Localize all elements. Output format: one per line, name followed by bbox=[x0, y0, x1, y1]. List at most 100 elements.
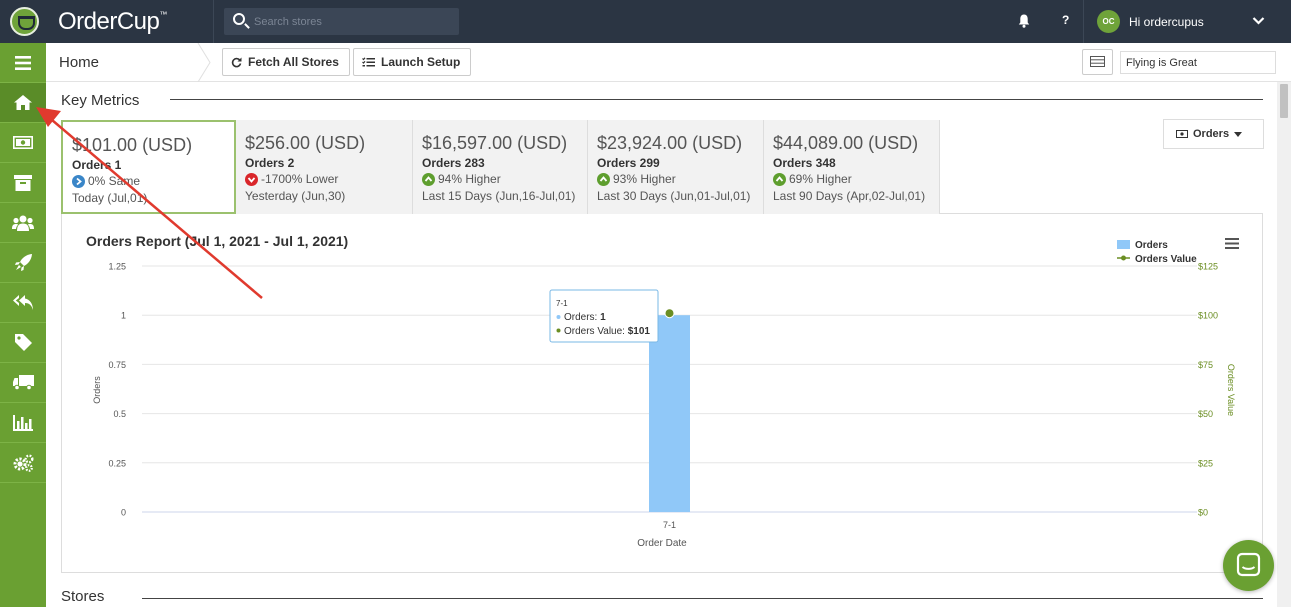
metric-amount: $44,089.00 (USD) bbox=[773, 133, 919, 153]
metric-trend: 93% Higher bbox=[597, 172, 676, 186]
y-tick-label: 1.25 bbox=[108, 262, 126, 272]
y2-axis-title: Orders Value bbox=[1226, 364, 1236, 416]
metric-type-dropdown[interactable]: Orders bbox=[1163, 119, 1264, 149]
fetch-all-stores-button[interactable]: Fetch All Stores bbox=[222, 48, 350, 76]
y-axis-title: Orders bbox=[92, 376, 102, 404]
svg-text:Orders Value: $101: Orders Value: $101 bbox=[564, 326, 650, 337]
chart-menu-icon[interactable] bbox=[1225, 238, 1239, 249]
metric-amount: $101.00 (USD) bbox=[72, 135, 193, 155]
legend-swatch-orders bbox=[1117, 240, 1130, 249]
breadcrumb-separator bbox=[197, 43, 211, 82]
view-toggle-button[interactable] bbox=[1082, 49, 1113, 75]
sidebar-item-home[interactable] bbox=[0, 83, 46, 123]
metric-period: Today (Jul,01) bbox=[72, 191, 148, 205]
arrow-up-circle-icon bbox=[597, 172, 610, 186]
sidebar-item-menu[interactable] bbox=[0, 43, 46, 83]
list-view-icon bbox=[1090, 56, 1105, 67]
arrow-right-circle-icon bbox=[72, 174, 85, 188]
legend-marker-orders-value bbox=[1121, 255, 1126, 261]
reply-all-icon bbox=[13, 295, 33, 310]
tooltip-orders-value: 1 bbox=[600, 312, 606, 323]
bar-chart-icon bbox=[13, 414, 33, 431]
orders-bar[interactable] bbox=[649, 315, 690, 512]
users-icon bbox=[12, 215, 34, 231]
metric-count: Orders 1 bbox=[72, 158, 122, 172]
metric-type-label: Orders bbox=[1193, 128, 1230, 140]
list-check-icon bbox=[362, 57, 375, 67]
user-menu[interactable]: OC Hi ordercupus bbox=[1083, 0, 1291, 43]
metric-count: Orders 283 bbox=[422, 156, 485, 170]
metric-count: Orders 348 bbox=[773, 156, 836, 170]
sidebar-item-shipping[interactable] bbox=[0, 363, 46, 403]
sidebar-item-settings[interactable] bbox=[0, 443, 46, 483]
y-tick-label: 0 bbox=[121, 508, 126, 518]
metric-trend: 69% Higher bbox=[773, 172, 852, 186]
metric-card-90-days[interactable]: $44,089.00 (USD) Orders 348 69% Higher L… bbox=[764, 120, 940, 214]
archive-icon bbox=[14, 174, 32, 191]
orders-report-chart: Orders Report (Jul 1, 2021 - Jul 1, 2021… bbox=[86, 233, 1239, 549]
metric-period: Yesterday (Jun,30) bbox=[245, 189, 346, 203]
tooltip-header: 7-1 bbox=[556, 299, 568, 308]
tooltip-value-label: Orders Value: bbox=[564, 326, 628, 337]
search-icon bbox=[233, 13, 245, 25]
metric-amount: $256.00 (USD) bbox=[245, 133, 366, 153]
y-tick-label: 0.75 bbox=[108, 360, 126, 370]
orders-report-panel: Orders Report (Jul 1, 2021 - Jul 1, 2021… bbox=[61, 214, 1263, 573]
store-search bbox=[224, 8, 459, 35]
metric-trend: 94% Higher bbox=[422, 172, 501, 186]
chat-icon bbox=[1236, 552, 1261, 577]
ordercup-logo-icon bbox=[10, 7, 39, 36]
metric-card-today[interactable]: $101.00 (USD) Orders 1 0% Same Today (Ju… bbox=[61, 120, 236, 214]
arrow-down-circle-icon bbox=[245, 172, 258, 186]
y2-tick-label: $50 bbox=[1198, 409, 1213, 419]
page-scrollbar[interactable] bbox=[1277, 82, 1291, 607]
y2-tick-label: $125 bbox=[1198, 262, 1218, 272]
hamburger-icon bbox=[15, 55, 31, 70]
sidebar-item-launch[interactable] bbox=[0, 243, 46, 283]
svg-text:Orders: 1: Orders: 1 bbox=[564, 312, 606, 323]
launch-setup-button[interactable]: Launch Setup bbox=[353, 48, 472, 76]
metric-card-15-days[interactable]: $16,597.00 (USD) Orders 283 94% Higher L… bbox=[413, 120, 588, 214]
sidebar-item-reports[interactable] bbox=[0, 403, 46, 443]
brand-name: OrderCup™ bbox=[58, 8, 167, 35]
motto-field[interactable] bbox=[1120, 51, 1276, 74]
money-icon bbox=[13, 136, 33, 149]
chat-button[interactable] bbox=[1223, 540, 1274, 591]
stores-divider bbox=[142, 598, 1263, 599]
metric-card-30-days[interactable]: $23,924.00 (USD) Orders 299 93% Higher L… bbox=[588, 120, 764, 214]
logo-area[interactable]: OrderCup™ bbox=[0, 0, 214, 43]
metric-trend: -1700% Lower bbox=[245, 172, 338, 186]
chevron-down-icon bbox=[1252, 17, 1265, 25]
money-icon bbox=[1176, 130, 1188, 138]
orders-value-point[interactable] bbox=[664, 308, 675, 319]
search-input[interactable] bbox=[254, 12, 454, 31]
sub-header: Home Fetch All Stores Launch Setup bbox=[46, 43, 1291, 82]
key-metrics-title: Key Metrics bbox=[61, 92, 140, 109]
metric-amount: $16,597.00 (USD) bbox=[422, 133, 568, 153]
home-icon bbox=[14, 95, 32, 110]
y2-tick-label: $25 bbox=[1198, 458, 1213, 468]
bell-icon[interactable] bbox=[1018, 14, 1030, 28]
sidebar-item-tags[interactable] bbox=[0, 323, 46, 363]
legend-label-orders[interactable]: Orders bbox=[1135, 240, 1168, 251]
tooltip-orders-label: Orders: bbox=[564, 312, 600, 323]
y-tick-label: 1 bbox=[121, 311, 126, 321]
y2-tick-label: $0 bbox=[1198, 508, 1208, 518]
y2-tick-label: $75 bbox=[1198, 360, 1213, 370]
y-tick-label: 0.25 bbox=[108, 458, 126, 468]
metric-period: Last 90 Days (Apr,02-Jul,01) bbox=[773, 189, 926, 203]
arrow-up-circle-icon bbox=[773, 172, 786, 186]
sidebar-item-payments[interactable] bbox=[0, 123, 46, 163]
scrollbar-thumb[interactable] bbox=[1280, 84, 1288, 118]
help-icon[interactable]: ? bbox=[1062, 13, 1070, 27]
sidebar-item-archive[interactable] bbox=[0, 163, 46, 203]
fetch-all-stores-label: Fetch All Stores bbox=[248, 55, 339, 69]
legend-label-orders-value[interactable]: Orders Value bbox=[1135, 254, 1197, 265]
main-content: Key Metrics $101.00 (USD) Orders 1 0% Sa… bbox=[46, 82, 1277, 607]
arrow-up-circle-icon bbox=[422, 172, 435, 186]
sidebar-item-users[interactable] bbox=[0, 203, 46, 243]
truck-icon bbox=[12, 375, 34, 390]
sidebar-item-returns[interactable] bbox=[0, 283, 46, 323]
avatar: OC bbox=[1097, 10, 1120, 33]
metric-card-yesterday[interactable]: $256.00 (USD) Orders 2 -1700% Lower Yest… bbox=[236, 120, 413, 214]
